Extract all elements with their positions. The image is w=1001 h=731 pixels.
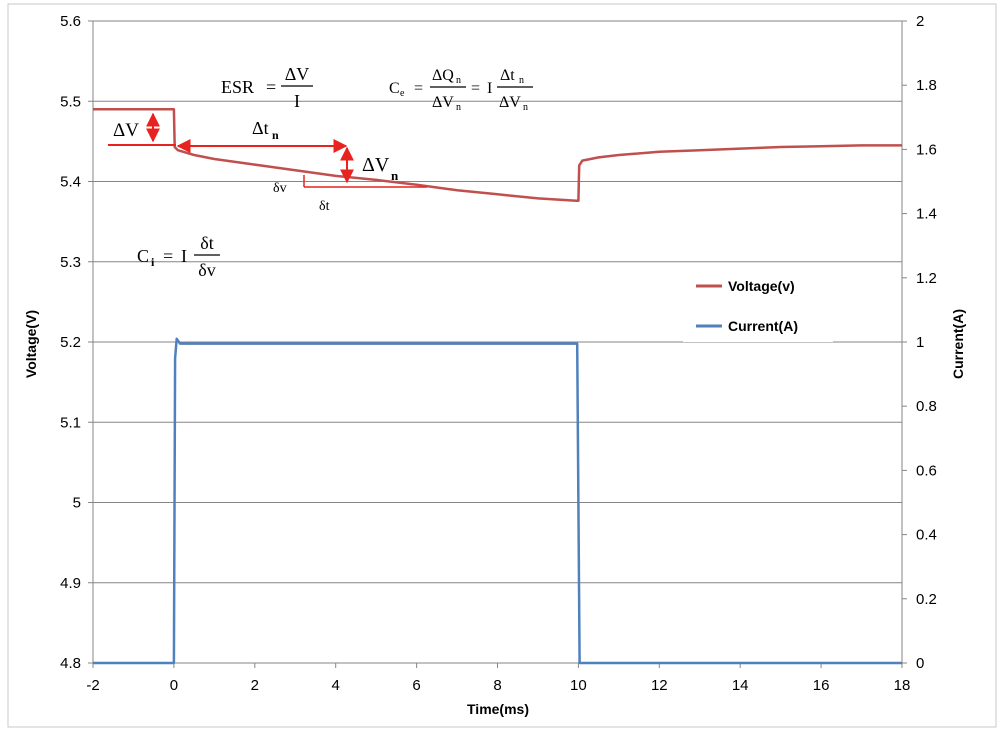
ce-lhs-sub: e (400, 88, 405, 99)
delta-v-annotation: ΔV (108, 112, 176, 146)
y2-tick-label: 1 (916, 334, 924, 351)
y-tick-label: 5.6 (60, 13, 81, 30)
ce-formula: C e = ΔQ n ΔV n = I Δt n ΔV n (389, 67, 533, 113)
chart-frame (7, 3, 997, 728)
delta-vn-sub: n (391, 168, 399, 183)
x-tick-label: 12 (651, 677, 668, 694)
esr-lhs: ESR (221, 77, 254, 97)
y2-tick-label: 0.4 (916, 527, 937, 544)
legend-label-current: Current(A) (728, 318, 798, 334)
ce-num-2-sub: n (519, 75, 524, 86)
ce-den-2: ΔV (499, 94, 521, 111)
y-tick-label: 4.9 (60, 575, 81, 592)
y2-tick-label: 1.4 (916, 206, 937, 223)
y2-axis-title: Current(A) (950, 309, 966, 379)
ci-equals: = (163, 246, 173, 266)
ce-den-sub: n (456, 102, 461, 113)
grid-lines (93, 100, 902, 584)
x-tick-label: 6 (412, 677, 420, 694)
legend-box (683, 268, 833, 342)
y2-tick-label: 0.8 (916, 398, 937, 415)
series-line-voltage (93, 108, 902, 203)
y2-tick-label: 2 (916, 13, 924, 30)
y-tick-label: 4.8 (60, 655, 81, 672)
delta-vn-annotation: ΔV n (340, 146, 399, 184)
legend: Voltage(v) Current(A) (683, 268, 833, 342)
y2-tick-label: 0.6 (916, 462, 937, 479)
ce-equals: = (414, 80, 423, 97)
small-dv-label: δv (273, 181, 287, 196)
ci-mid: I (181, 246, 187, 266)
y2-tick-label: 1.8 (916, 77, 937, 94)
x-tick-label: 8 (493, 677, 501, 694)
x-tick-label: 2 (251, 677, 259, 694)
small-dt-label: δt (319, 199, 330, 214)
delta-v-label: ΔV (113, 120, 139, 141)
x-axis-ticks: -2 0 2 4 6 8 10 12 14 16 18 (86, 663, 910, 694)
small-delta-annotation: δv δt (273, 175, 427, 214)
y-axis-title: Voltage(V) (23, 310, 39, 378)
x-axis-title: Time(ms) (467, 701, 529, 717)
x-tick-label: 0 (170, 677, 178, 694)
x-tick-label: 16 (813, 677, 830, 694)
x-tick-label: 10 (570, 677, 587, 694)
y-tick-label: 5.4 (60, 174, 81, 191)
y-tick-label: 5.3 (60, 254, 81, 271)
delta-tn-sub: n (272, 128, 279, 142)
legend-label-voltage: Voltage(v) (728, 278, 795, 294)
ci-numerator: δt (200, 233, 213, 253)
delta-tn-annotation: Δt n (176, 118, 348, 153)
ci-lhs: C (137, 246, 149, 266)
ce-num: ΔQ (432, 67, 454, 84)
y2-axis-ticks: 0 0.2 0.4 0.6 0.8 1 1.2 1.4 1.6 1.8 2 (902, 13, 937, 672)
ce-num-2: Δt (500, 67, 515, 84)
y-tick-label: 5 (73, 495, 81, 512)
y-tick-label: 5.1 (60, 414, 81, 431)
y-axis-ticks: 4.8 4.9 5 5.1 5.2 5.3 5.4 5.5 5.6 (60, 13, 93, 672)
ce-lhs: C (389, 80, 400, 97)
ci-denominator: δv (198, 260, 215, 280)
x-tick-label: -2 (86, 677, 99, 694)
y2-tick-label: 0.2 (916, 591, 937, 608)
ci-formula: C i = I δt δv (137, 233, 220, 280)
ce-den-2-sub: n (523, 102, 528, 113)
esr-equals: = (266, 77, 276, 97)
ce-equals-2: = (471, 80, 480, 97)
esr-numerator: ΔV (285, 64, 310, 84)
x-tick-label: 14 (732, 677, 749, 694)
y2-tick-label: 1.2 (916, 270, 937, 287)
ce-num-sub: n (456, 75, 461, 86)
x-tick-label: 18 (894, 677, 911, 694)
series-line-current (93, 337, 902, 665)
y-tick-label: 5.2 (60, 334, 81, 351)
x-tick-label: 4 (332, 677, 340, 694)
esr-formula: ESR = ΔV I (221, 64, 313, 111)
ce-mid: I (487, 80, 492, 97)
delta-vn-label: ΔV (362, 154, 390, 176)
ce-den: ΔV (432, 94, 454, 111)
y2-tick-label: 0 (916, 655, 924, 672)
esr-denominator: I (294, 91, 300, 111)
y-tick-label: 5.5 (60, 93, 81, 110)
delta-tn-label: Δt (252, 118, 269, 138)
ci-lhs-sub: i (151, 255, 155, 269)
y2-tick-label: 1.6 (916, 141, 937, 158)
